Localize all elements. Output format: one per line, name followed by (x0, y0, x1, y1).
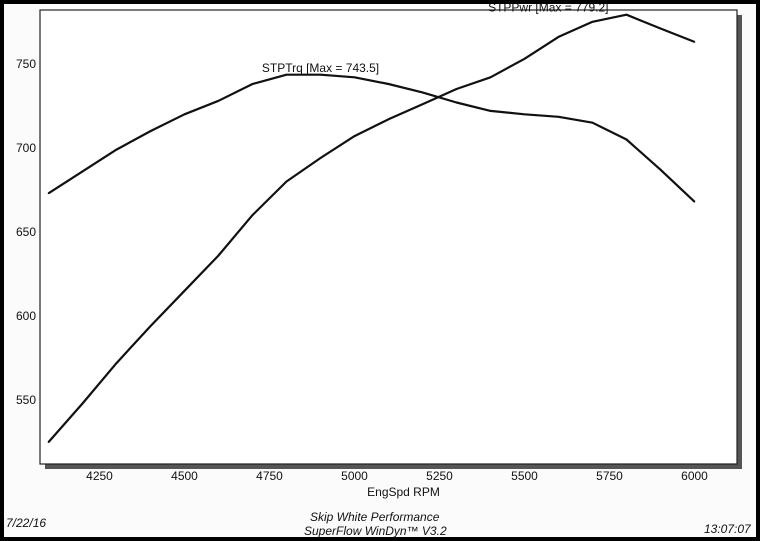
x-tick-label: 4750 (256, 469, 283, 483)
chart-labels: 4250 4500 4750 5000 5250 5500 5750 6000 550 600 65… (16, 4, 708, 499)
y-tick-label: 700 (16, 141, 36, 155)
y-tick-label: 600 (16, 309, 36, 323)
data-point-stptrq (47, 192, 50, 195)
data-point-stptrq (149, 130, 152, 132)
data-point-stptrq (115, 148, 118, 151)
x-axis-label: EngSpd RPM (367, 485, 440, 499)
data-point-stppwr (319, 157, 322, 159)
data-point-stppwr (659, 27, 662, 30)
data-point-stptrq (659, 168, 662, 171)
data-point-stppwr (353, 135, 356, 137)
data-point-stppwr (387, 118, 390, 121)
data-point-stptrq (353, 76, 356, 79)
data-point-stptrq (455, 101, 458, 104)
data-point-stppwr (183, 290, 186, 292)
x-tick-label: 5750 (596, 469, 623, 483)
series-annotation: STPPwr [Max = 779.2] (488, 4, 608, 15)
data-point-stppwr (421, 103, 424, 105)
plot-frame (39, 9, 738, 465)
data-point-stptrq (421, 91, 424, 94)
series-lines (47, 13, 696, 443)
data-point-stppwr (251, 214, 254, 216)
data-point-stppwr (285, 180, 288, 183)
footer-company: Skip White Performance (310, 510, 440, 524)
data-point-stptrq (523, 113, 526, 116)
series-annotation: STPTrq [Max = 743.5] (262, 61, 379, 75)
x-tick-label: 4500 (171, 469, 198, 483)
data-point-stppwr (149, 325, 152, 327)
data-point-stptrq (489, 110, 492, 112)
dyno-chart: 4250 4500 4750 5000 5250 5500 5750 6000 550 600 65… (16, 4, 742, 499)
y-tick-label: 750 (16, 57, 36, 71)
data-point-stppwr (693, 41, 696, 43)
data-point-stptrq (183, 113, 186, 116)
x-tick-label: 5000 (341, 469, 368, 483)
data-point-stptrq (591, 121, 594, 124)
y-tick-label: 650 (16, 225, 36, 239)
footer-time: 13:07:07 (704, 522, 751, 536)
data-point-stppwr (625, 13, 628, 16)
footer-software: SuperFlow WinDyn™ V3.2 (304, 524, 447, 538)
data-point-stptrq (81, 170, 84, 173)
data-point-stppwr (455, 88, 458, 90)
data-point-stppwr (217, 254, 220, 257)
data-point-stppwr (557, 36, 560, 38)
data-point-stppwr (115, 362, 118, 364)
y-tick-label: 550 (16, 393, 36, 407)
footer-date: 7/22/16 (6, 516, 47, 530)
x-tick-label: 5500 (511, 469, 538, 483)
data-point-stptrq (319, 73, 322, 76)
series-line-stptrq (47, 73, 696, 203)
data-point-stptrq (251, 83, 254, 85)
x-tick-label: 6000 (681, 469, 708, 483)
data-point-stppwr (591, 20, 594, 23)
axes (39, 9, 742, 469)
data-point-stptrq (217, 100, 220, 102)
x-tick-label: 4250 (86, 469, 113, 483)
dyno-sheet: 4250 4500 4750 5000 5250 5500 5750 6000 550 600 65… (4, 4, 756, 538)
data-point-stptrq (285, 73, 288, 76)
data-point-stppwr (81, 402, 84, 405)
data-point-stptrq (693, 200, 696, 203)
data-point-stptrq (387, 83, 390, 85)
data-point-stppwr (523, 57, 526, 60)
data-point-stppwr (47, 441, 50, 443)
data-point-stppwr (489, 76, 492, 79)
x-tick-label: 5250 (426, 469, 453, 483)
series-line-stppwr (47, 13, 695, 443)
data-point-stptrq (557, 115, 560, 118)
data-point-stptrq (625, 138, 628, 141)
